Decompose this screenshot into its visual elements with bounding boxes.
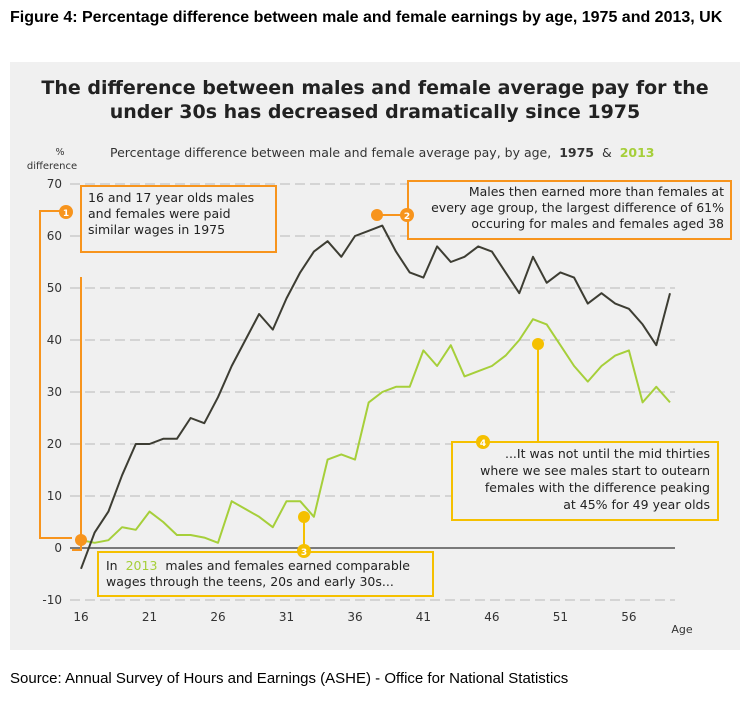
figure-title: Figure 4: Percentage difference between … — [10, 9, 723, 26]
annotation-2-box — [407, 180, 732, 240]
y-tick-label: 40 — [47, 333, 62, 347]
annotation-4: 4 ...It was not until the mid thirties w… — [451, 338, 719, 521]
y-tick-label: 70 — [47, 177, 62, 191]
subtitle-1975: 1975 — [559, 145, 594, 160]
y-tick-label: 50 — [47, 281, 62, 295]
annotation-3-prefix: In — [106, 558, 118, 573]
annotation-3-year: 2013 — [126, 558, 158, 573]
chart-title-line-1: The difference between males and female … — [41, 77, 708, 99]
annotation-1-leader — [72, 277, 82, 551]
annotation-4-marker — [532, 338, 544, 350]
y-tick-label: 0 — [54, 541, 62, 555]
y-tick-label: -10 — [42, 593, 62, 607]
series-2013-line — [80, 318, 671, 544]
x-tick-label: 31 — [279, 610, 294, 624]
annotation-1-number: 1 — [63, 209, 69, 219]
annotation-4-line-1: ...It was not until the mid thirties — [505, 446, 710, 461]
y-tick-label: 30 — [47, 385, 62, 399]
annotation-4-line-2: where we see males start to outearn — [480, 463, 710, 478]
y-tick-label: 60 — [47, 229, 62, 243]
y-axis-label-1: % — [55, 147, 64, 158]
annotation-2-line-2: every age group, the largest difference … — [431, 200, 724, 215]
annotation-2-line-1: Males then earned more than females at — [469, 184, 724, 199]
annotation-1-bracket — [39, 210, 72, 539]
annotation-3-number: 3 — [301, 548, 307, 558]
y-ticks: -10 0 10 20 30 40 50 60 70 — [42, 177, 62, 607]
subtitle-amp: & — [602, 145, 612, 160]
chart-title-line-2: under 30s has decreased dramatically sin… — [110, 101, 641, 123]
annotation-4-badge — [476, 435, 490, 449]
series-1975-line — [80, 224, 671, 570]
annotation-4-box — [451, 441, 719, 521]
chart-svg: The difference between males and female … — [27, 77, 732, 636]
x-tick-label: 46 — [484, 610, 499, 624]
annotation-4-line-4: at 45% for 49 year olds — [563, 497, 710, 512]
annotation-1-line-2: and females were paid — [88, 206, 231, 221]
x-tick-label: 21 — [142, 610, 157, 624]
annotation-3-suffix: males and females earned comparable — [165, 558, 410, 573]
y-tick-label: 10 — [47, 489, 62, 503]
chart-subtitle: Percentage difference between male and f… — [110, 145, 655, 160]
annotation-1: 1 16 and 17 year olds males and females … — [39, 185, 277, 551]
annotation-2-badge — [400, 208, 414, 222]
annotation-3-badge — [297, 544, 311, 558]
subtitle-2013: 2013 — [620, 145, 655, 160]
x-tick-label: 26 — [210, 610, 225, 624]
x-tick-label: 56 — [621, 610, 636, 624]
annotation-1-marker — [75, 534, 87, 546]
x-tick-label: 41 — [416, 610, 431, 624]
subtitle-text: Percentage difference between male and f… — [110, 145, 551, 160]
annotation-3-line-2: wages through the teens, 20s and early 3… — [106, 574, 394, 589]
annotation-4-number: 4 — [480, 439, 486, 449]
chart-panel: The difference between males and female … — [10, 62, 740, 650]
y-tick-label: 20 — [47, 437, 62, 451]
annotation-3-line-1: In 2013 males and females earned compara… — [106, 558, 410, 573]
annotation-1-box — [80, 185, 277, 253]
annotation-2-line-3: occuring for males and females aged 38 — [471, 216, 724, 231]
x-ticks: 16 21 26 31 36 41 46 51 56 — [73, 610, 636, 624]
x-tick-label: 51 — [553, 610, 568, 624]
annotation-2-marker — [371, 209, 383, 221]
annotation-4-line-3: females with the difference peaking — [485, 480, 710, 495]
x-tick-label: 36 — [347, 610, 362, 624]
y-axis-label-2: difference — [27, 161, 77, 172]
annotation-2-number: 2 — [404, 212, 410, 222]
x-axis-label: Age — [671, 623, 693, 636]
annotation-1-line-1: 16 and 17 year olds males — [88, 190, 254, 205]
source-note: Source: Annual Survey of Hours and Earni… — [10, 670, 569, 687]
annotation-3-marker — [298, 511, 310, 523]
annotation-1-line-3: similar wages in 1975 — [88, 222, 225, 237]
x-tick-label: 16 — [73, 610, 88, 624]
annotation-3-box — [97, 551, 434, 597]
annotation-1-badge — [59, 205, 73, 219]
annotation-2: 2 Males then earned more than females at… — [371, 180, 732, 240]
annotation-3: 3 In 2013 males and females earned compa… — [97, 511, 434, 597]
